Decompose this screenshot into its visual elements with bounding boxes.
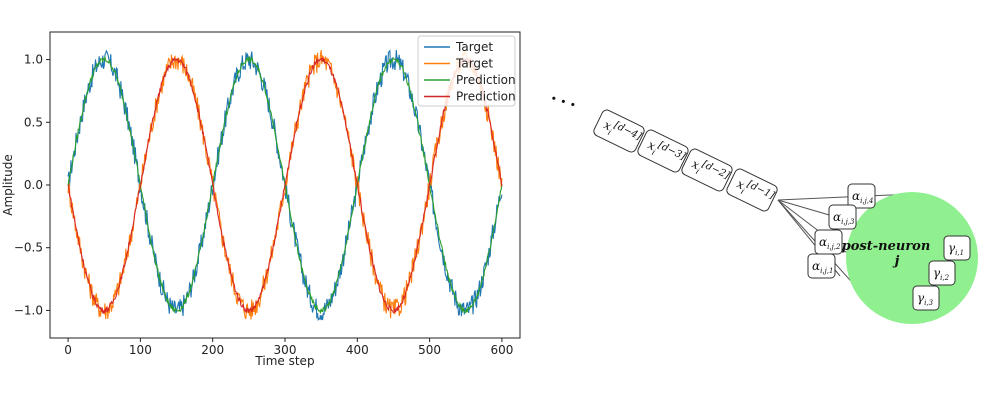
alpha-box-1: αi,j,1 [807, 253, 836, 279]
gamma-box-1: γi,1 [943, 235, 971, 261]
alpha-label: αi,j,1 [812, 259, 833, 275]
y-axis-ticks: −1.0 −0.5 0.0 0.5 1.0 [14, 53, 50, 317]
connection-line [777, 193, 914, 201]
y-tick-label: −0.5 [14, 241, 43, 255]
alpha-box-3: αi,j,3 [828, 204, 857, 230]
x-tick-label: 400 [346, 343, 369, 357]
alpha-box-4: αi,j,4 [847, 183, 876, 209]
x-tick-label: 0 [64, 343, 72, 357]
alpha-box-frame [847, 183, 876, 209]
legend-label: Prediction [456, 73, 516, 87]
gamma-box-frame [928, 260, 956, 286]
alpha-label: αi,j,3 [833, 210, 855, 226]
delay-box-frame [726, 168, 778, 212]
y-tick-label: 0.0 [24, 178, 43, 192]
delay-box-d4: xi[d−4] [593, 109, 645, 153]
alpha-label: αi,j,2 [819, 235, 841, 251]
gamma-label: γi,3 [917, 291, 934, 307]
legend: Target Target Prediction Prediction [417, 35, 516, 107]
alpha-box-frame [828, 204, 857, 230]
gamma-label: γi,1 [948, 241, 964, 257]
y-tick-label: 1.0 [24, 53, 43, 67]
delay-box-frame [681, 148, 733, 192]
y-tick-label: −1.0 [14, 303, 43, 317]
x-tick-label: 200 [201, 343, 224, 357]
plot-frame [49, 31, 521, 339]
y-axis-label: Amplitude [1, 154, 15, 216]
legend-box [417, 35, 516, 107]
x-tick-label: 600 [490, 343, 513, 357]
alpha-label: αi,j,4 [852, 189, 873, 205]
legend-label: Prediction [456, 90, 516, 104]
x-axis-ticks: 0 100 200 300 400 500 600 [64, 338, 513, 357]
delay-box-d1: xi[d−1] [726, 168, 778, 212]
delay-box-frame [593, 109, 645, 153]
x-tick-label: 100 [129, 343, 152, 357]
alpha-box-2: αi,j,2 [814, 229, 843, 255]
legend-label: Target [455, 40, 493, 54]
line-chart: 0 100 200 300 400 500 600 −1.0 −0.5 0.0 0.5 1.0 Ti… [1, 31, 521, 368]
delay-box-frame [637, 129, 689, 173]
alpha-box-frame [807, 253, 836, 279]
delay-box-d3: xi[d−3] [637, 129, 689, 173]
gamma-box-frame [943, 235, 971, 261]
x-axis-label: Time step [254, 354, 314, 368]
y-tick-label: 0.5 [24, 115, 43, 129]
gamma-box-3: γi,3 [912, 285, 940, 311]
post-neuron-label: post-neuron [842, 239, 931, 254]
gamma-label: γi,2 [933, 266, 950, 282]
delay-box-d2: xi[d−2] [681, 148, 733, 192]
x-tick-label: 500 [418, 343, 441, 357]
post-neuron-index: j [892, 254, 900, 269]
gamma-box-frame [912, 285, 940, 311]
gamma-box-2: γi,2 [928, 260, 956, 286]
legend-label: Target [455, 57, 493, 71]
neuron-diagram: • • • xi[d−4] xi[d−3] xi[d−2] xi[d−1] [549, 92, 978, 324]
x-tick-label: 300 [274, 343, 297, 357]
series-line-4 [67, 57, 503, 314]
post-neuron-circle [846, 192, 978, 324]
ellipsis-dots: • • • [549, 92, 578, 113]
series-layer [67, 49, 503, 322]
